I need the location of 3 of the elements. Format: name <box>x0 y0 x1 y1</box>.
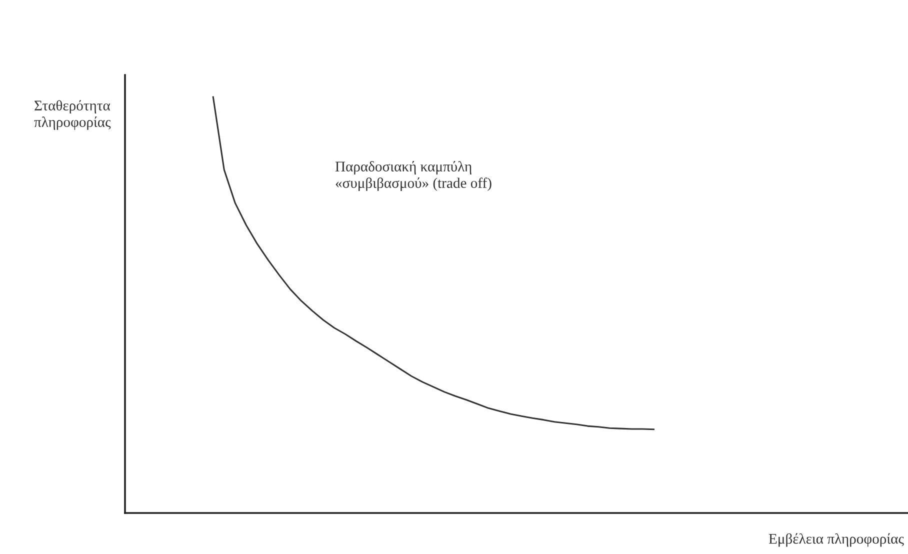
x-axis-title: Εμβέλεια πληροφορίας <box>768 533 904 547</box>
annotation: Παραδοσιακή καμπύλη «συμβιβασμού» (trade off) <box>335 161 492 191</box>
y-axis-title: Σταθερότητα πληροφορίας <box>34 100 111 130</box>
